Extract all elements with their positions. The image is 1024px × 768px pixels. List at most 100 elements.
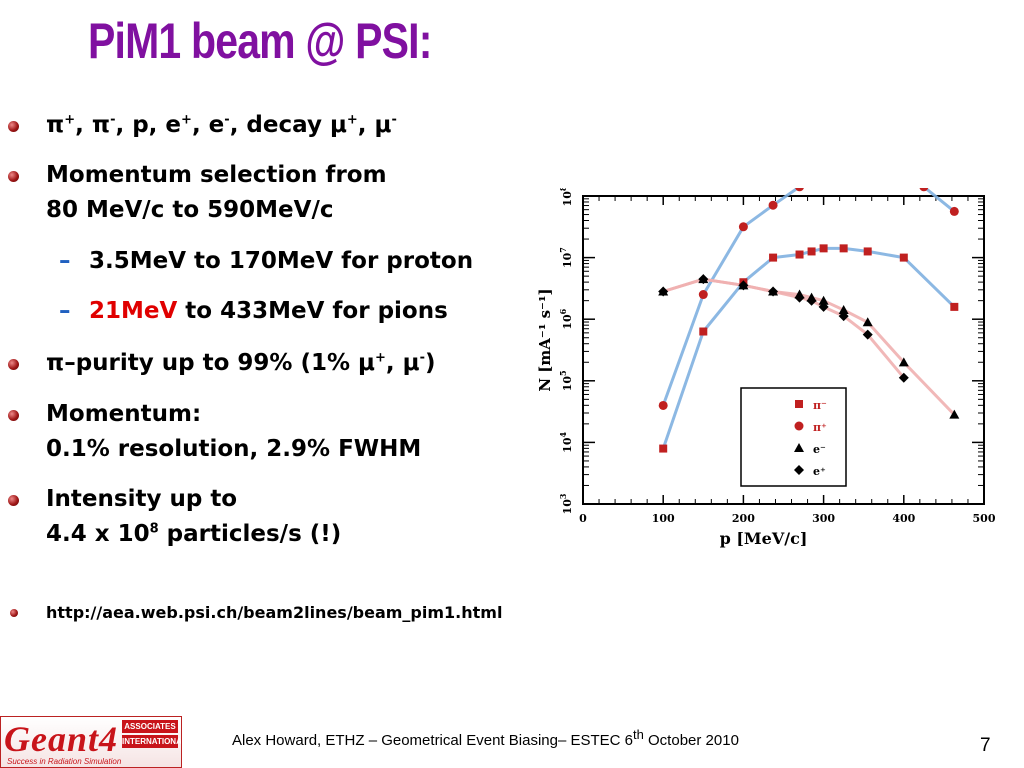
data-point [698,274,709,285]
y-tick-label: 108 [558,188,574,206]
text: , [75,112,92,138]
fit-curve [662,277,905,379]
data-point [768,286,779,297]
mu-symbol: μ [358,350,375,376]
bullet-purity: π–purity up to 99% (1% μ+, μ-) [8,346,436,381]
data-point [658,286,669,297]
data-point [818,301,829,312]
bullet-intensity: Intensity up to 4.4 x 108 particles/s (!… [8,482,341,552]
bullet-icon [8,359,19,370]
text-line: Momentum selection from [46,162,387,188]
footer-credit: Alex Howard, ETHZ – Geometrical Event Bi… [232,728,739,749]
text-line: 4.4 x 108 particles/s (!) [46,517,341,552]
x-tick-label: 300 [812,512,835,525]
y-tick-label: 104 [558,432,574,453]
data-point [794,292,805,303]
data-point [863,247,872,256]
dash-icon: – [59,248,71,274]
legend-label: e⁻ [813,443,826,456]
data-point [838,304,849,314]
plot-frame [582,195,985,505]
legend-label: π⁻ [813,399,827,412]
x-tick-label: 500 [973,512,996,525]
legend-label: e⁺ [813,465,826,478]
data-point [899,253,908,262]
pi-symbol: π [46,350,65,376]
data-point [659,444,668,453]
data-point [919,188,929,192]
data-point [738,280,749,291]
dash-icon: – [59,298,71,324]
text-line: Intensity up to [46,486,238,512]
data-point [839,244,848,253]
bullet-icon [8,410,19,421]
y-tick-label: 103 [558,493,574,514]
text-line: 0.1% resolution, 2.9% FWHM [46,436,422,462]
geant4-logo: Geant4 ASSOCIATES INTERNATIONAL Success … [0,716,182,768]
data-point [862,317,873,327]
sup: + [346,112,358,128]
sup: - [224,112,230,128]
data-point [898,372,909,383]
data-point [950,302,959,311]
mu-symbol: μ [374,112,392,138]
url-link[interactable]: http://aea.web.psi.ch/beam2lines/beam_pi… [46,603,503,622]
data-point [768,200,778,210]
legend-marker [794,443,804,452]
data-point [819,244,828,253]
data-point [838,311,849,322]
legend-marker [794,421,804,431]
bullet-particles: π+, π-, p, e+, e-, decay μ+, μ- [8,108,397,143]
data-point [949,409,960,419]
logo-associates: ASSOCIATES [122,720,178,733]
sup: - [110,112,116,128]
data-point [795,250,804,259]
data-point [658,400,668,410]
y-tick-label: 107 [558,247,574,268]
data-point [949,206,959,216]
bullet-momentum: Momentum: 0.1% resolution, 2.9% FWHM [8,397,422,467]
bullet-icon [10,609,18,617]
data-point [806,295,817,306]
x-tick-label: 200 [732,512,755,525]
sub-bullet-pions: –21MeV to 433MeV for pions [59,294,448,329]
sup: - [391,112,397,128]
page-number: 7 [980,735,991,756]
pi-symbol: π [91,112,111,138]
x-tick-label: 0 [579,512,587,525]
x-axis-label: p [MeV/c] [720,529,808,548]
data-point [769,253,778,262]
pi-symbol: π [46,112,65,138]
data-point [862,329,873,340]
text: to 433MeV for pions [177,298,448,324]
text: , [357,112,375,138]
mu-symbol: μ [402,350,420,376]
text: particles/s (!) [158,521,342,547]
sup: + [374,350,386,366]
text: 4.4 x 10 [46,521,150,547]
text: , [385,350,403,376]
logo-tagline: Success in Radiation Simulation [7,757,122,766]
bullet-link: http://aea.web.psi.ch/beam2lines/beam_pi… [10,602,503,624]
data-point [898,357,909,367]
mu-symbol: μ [329,112,347,138]
legend-box [740,387,847,487]
intensity-chart: 0 100 200 300 400 500 103 104 105 106 107 108 p [MeV… [536,188,996,548]
legend-label: π⁺ [813,421,827,434]
data-point [699,327,708,336]
data-point [807,247,816,256]
y-axis-label: N [mA⁻¹ s⁻¹] [536,288,554,391]
text: –purity up to 99% (1% [64,350,359,376]
page-title: PiM1 beam @ PSI: [88,13,432,69]
bullet-icon [8,121,19,132]
x-tick-label: 100 [652,512,675,525]
fit-curve [661,188,956,406]
text: ) [424,350,436,376]
x-tick-label: 400 [892,512,915,525]
text: 3.5MeV to 170MeV for proton [89,248,474,274]
highlight-text: 21MeV [89,298,178,324]
text-line: 80 MeV/c to 590MeV/c [46,197,334,223]
logo-text: Geant4 [4,719,118,759]
bullet-momentum-selection: Momentum selection from 80 MeV/c to 590M… [8,158,387,228]
sup: 8 [149,521,159,537]
